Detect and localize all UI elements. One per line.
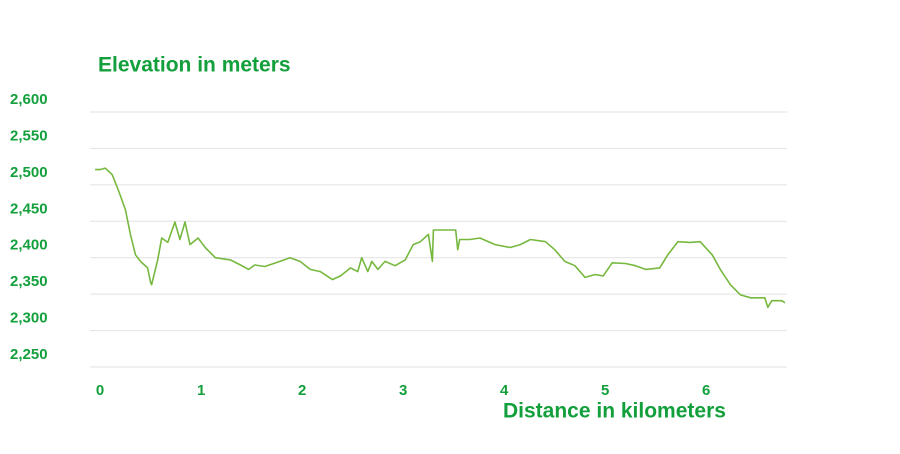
x-tick-label: 2 — [298, 382, 306, 399]
y-tick-label: 2,350 — [10, 273, 48, 290]
y-tick-label: 2,500 — [10, 164, 48, 181]
y-tick-label: 2,600 — [10, 91, 48, 108]
y-tick-label: 2,300 — [10, 310, 48, 327]
x-tick-label: 5 — [601, 382, 609, 399]
y-tick-label: 2,550 — [10, 127, 48, 144]
x-tick-label: 4 — [500, 382, 509, 399]
x-tick-label: 1 — [197, 382, 205, 399]
y-tick-label: 2,250 — [10, 346, 48, 363]
y-tick-label: 2,450 — [10, 200, 48, 217]
chart-title: Elevation in meters — [98, 54, 291, 77]
elevation-line — [95, 167, 786, 309]
y-tick-label: 2,400 — [10, 237, 48, 254]
x-axis-title: Distance in kilometers — [503, 400, 726, 423]
x-tick-label: 0 — [96, 382, 104, 399]
x-tick-label: 6 — [702, 382, 710, 399]
x-tick-label: 3 — [399, 382, 407, 399]
